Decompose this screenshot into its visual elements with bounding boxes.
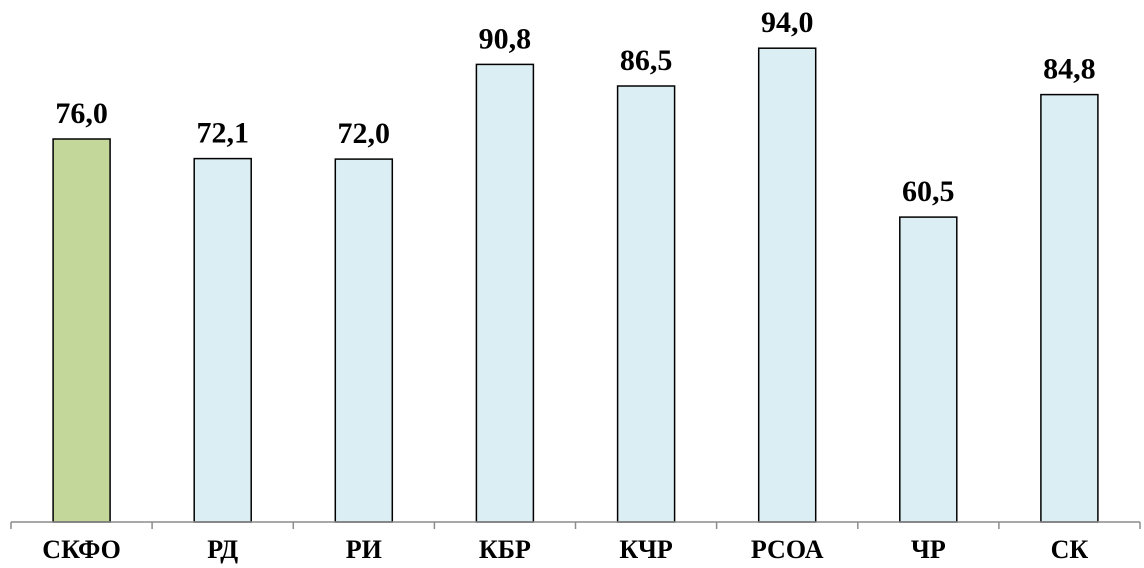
bar [616,85,676,523]
x-tick-label: РД [207,535,238,564]
data-label: 84,8 [1043,53,1096,86]
x-tick-label: СКФО [42,535,121,564]
bar [757,47,817,523]
labels-layer: 76,0 СКФО 72,1 РД 72,0 РИ 90,8 КБР 86,5 КЧР 94,0 РС… [42,6,1095,564]
data-label: 72,0 [338,117,391,150]
x-tick-label: СК [1051,535,1089,564]
x-tick-label: КБР [479,535,531,564]
bar [475,63,535,523]
x-axis [10,521,1141,529]
data-label: 60,5 [902,175,955,208]
bar [1040,93,1099,523]
x-tick-label: КЧР [619,535,673,564]
bars-layer [52,47,1099,523]
bar [899,216,958,523]
x-tick-label: ЧР [911,535,946,564]
data-label: 72,1 [196,117,249,150]
bar [193,157,252,523]
data-label: 94,0 [761,6,814,39]
x-tick-label: РСОА [751,535,824,564]
data-label: 86,5 [620,44,673,77]
bar [334,158,394,523]
x-tick-label: РИ [346,535,382,564]
data-label: 90,8 [479,22,532,55]
data-label: 76,0 [55,97,108,130]
bar [52,138,111,523]
